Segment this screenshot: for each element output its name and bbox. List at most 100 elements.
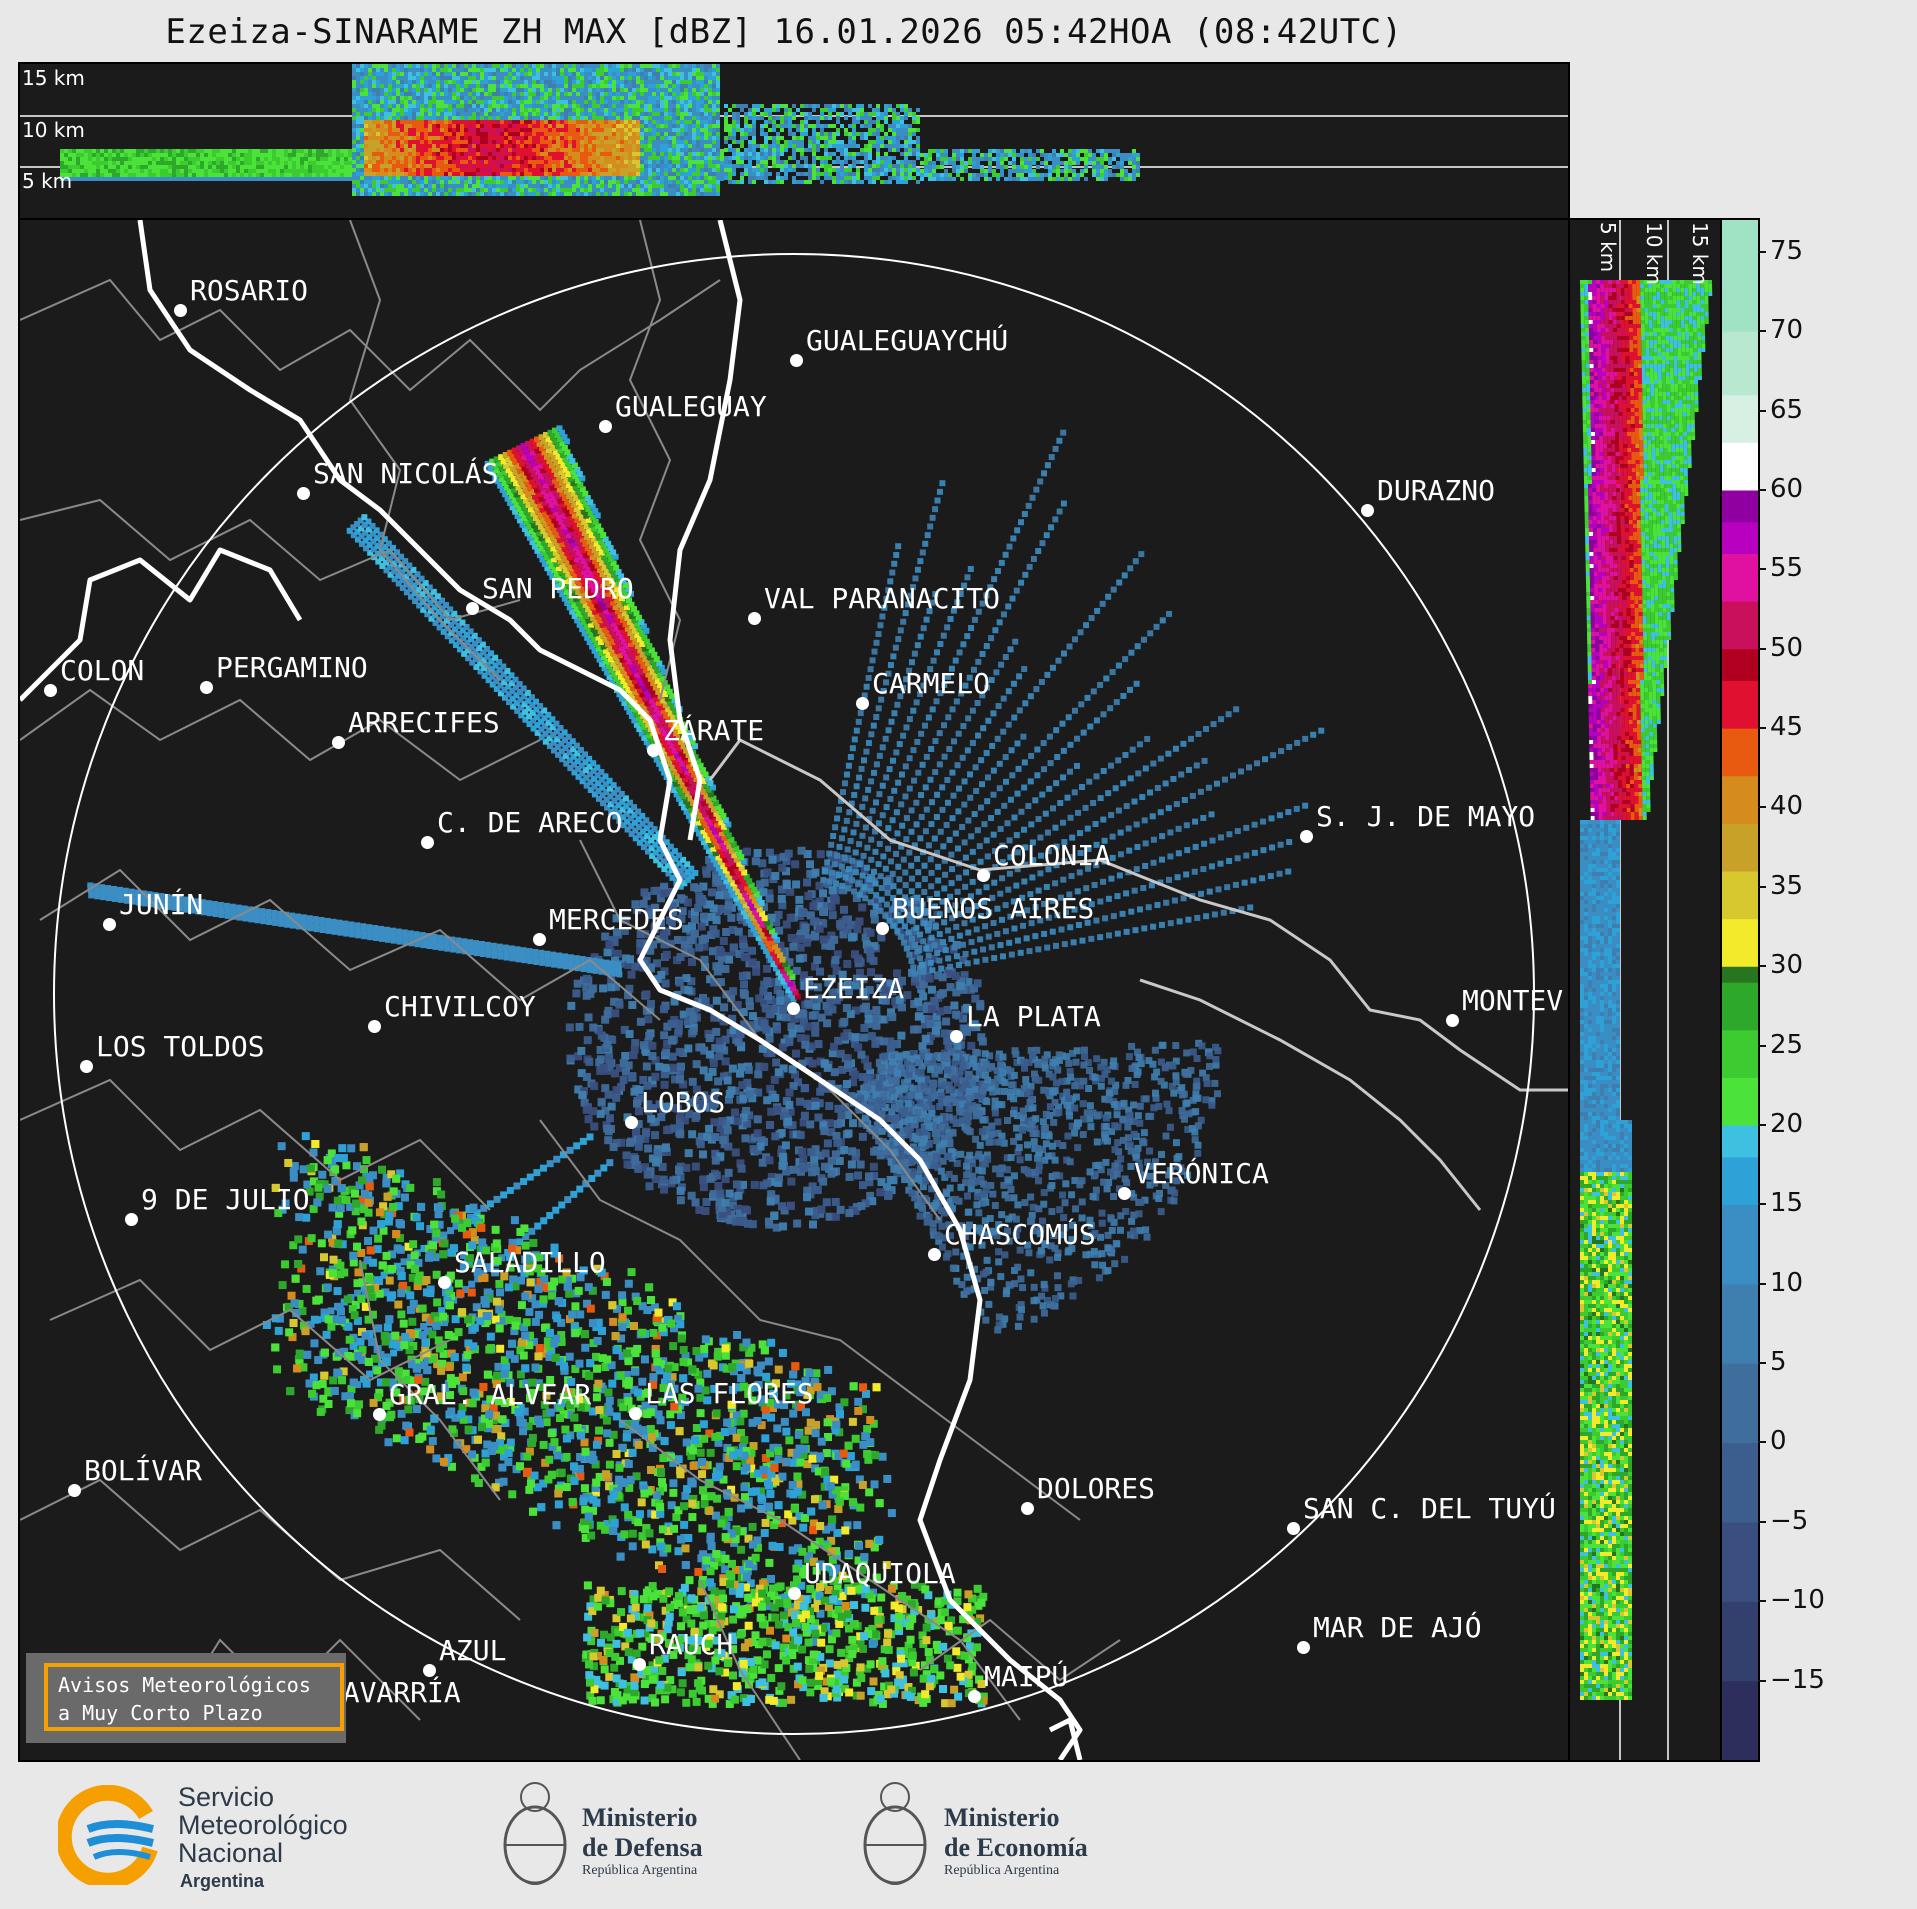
avisos-badge[interactable]: Avisos Meteorológicos a Muy Corto Plazo bbox=[26, 1653, 346, 1743]
colorbar-tick-label: 70 bbox=[1770, 315, 1804, 346]
colorbar-tick-label: 75 bbox=[1770, 235, 1804, 266]
city-dot-icon bbox=[625, 1116, 638, 1129]
city-label: EZEIZA bbox=[803, 972, 905, 1005]
city-dot-icon bbox=[748, 612, 761, 625]
colorbar-tick bbox=[1758, 1044, 1766, 1047]
city-dot-icon bbox=[1297, 1641, 1310, 1654]
defensa-name: Ministerio de Defensa República Argentin… bbox=[582, 1803, 703, 1879]
city-label: VERÓNICA bbox=[1134, 1157, 1269, 1190]
defensa-line1: Ministerio bbox=[582, 1803, 698, 1832]
side-cross-section-echoes bbox=[1580, 220, 1713, 1760]
city-dot-icon bbox=[1300, 830, 1313, 843]
top-level-5km: 5 km bbox=[22, 169, 73, 193]
top-level-15km: 15 km bbox=[22, 66, 85, 90]
city-label: RAUCH bbox=[649, 1628, 734, 1661]
defensa-line3: República Argentina bbox=[582, 1863, 698, 1878]
city-dot-icon bbox=[297, 487, 310, 500]
city-label: 9 DE JULIO bbox=[141, 1183, 310, 1216]
colorbar-tick-label: 40 bbox=[1770, 791, 1804, 822]
colorbar-tick-label: 30 bbox=[1770, 950, 1804, 981]
city-dot-icon bbox=[438, 1276, 451, 1289]
colorbar-tick bbox=[1758, 1441, 1766, 1444]
city-dot-icon bbox=[876, 922, 889, 935]
colorbar bbox=[1720, 218, 1760, 1762]
city-label: MONTEV bbox=[1462, 984, 1564, 1017]
city-dot-icon bbox=[466, 602, 479, 615]
colorbar-tick bbox=[1758, 1282, 1766, 1285]
city-label: SAN C. DEL TUYÚ bbox=[1303, 1492, 1556, 1525]
side-level-15km: 15 km bbox=[1688, 222, 1712, 285]
city-label: ZÁRATE bbox=[663, 714, 765, 747]
top-cross-section: 15 km 10 km 5 km bbox=[18, 62, 1570, 220]
city-dot-icon bbox=[423, 1664, 436, 1677]
city-label: LOS TOLDOS bbox=[96, 1030, 265, 1063]
smn-emblem-icon bbox=[58, 1785, 158, 1885]
city-dot-icon bbox=[977, 869, 990, 882]
city-label: SAN PEDRO bbox=[482, 572, 634, 605]
colorbar-tick-label: 50 bbox=[1770, 632, 1804, 663]
colorbar-tick bbox=[1758, 1600, 1766, 1603]
city-dot-icon bbox=[332, 736, 345, 749]
city-label: DURAZNO bbox=[1377, 474, 1496, 507]
colorbar-tick-label: 55 bbox=[1770, 553, 1804, 584]
city-label: BUENOS AIRES bbox=[892, 892, 1095, 925]
city-label: MERCEDES bbox=[549, 903, 684, 936]
city-dot-icon bbox=[200, 681, 213, 694]
city-label: CHASCOMÚS bbox=[944, 1218, 1096, 1251]
economia-emblem-icon bbox=[855, 1775, 935, 1895]
city-label: GUALEGUAYCHÚ bbox=[806, 324, 1009, 357]
radar-echoes bbox=[87, 425, 1325, 1708]
city-dot-icon bbox=[125, 1213, 138, 1226]
smn-line4: Argentina bbox=[180, 1871, 265, 1891]
colorbar-tick bbox=[1758, 1123, 1766, 1126]
city-dot-icon bbox=[1361, 504, 1374, 517]
colorbar-tick-label: 20 bbox=[1770, 1108, 1804, 1139]
economia-line3: República Argentina bbox=[944, 1863, 1060, 1878]
smn-line2: Meteorológico bbox=[178, 1810, 348, 1840]
smn-name: Servicio Meteorológico Nacional Argentin… bbox=[178, 1783, 348, 1895]
economia-line2: de Economía bbox=[944, 1833, 1088, 1862]
city-label: SAN NICOLÁS bbox=[313, 457, 499, 490]
city-label: ARRECIFES bbox=[348, 706, 500, 739]
colorbar-tick-label: 15 bbox=[1770, 1188, 1804, 1219]
colorbar-tick-label: −10 bbox=[1770, 1585, 1825, 1616]
city-dot-icon bbox=[928, 1248, 941, 1261]
side-level-5km: 5 km bbox=[1596, 222, 1620, 273]
avisos-line1: Avisos Meteorológicos bbox=[58, 1673, 311, 1697]
city-dot-icon bbox=[629, 1407, 642, 1420]
city-dot-icon bbox=[80, 1060, 93, 1073]
radar-map-canvas bbox=[20, 220, 1568, 1760]
colorbar-tick-label: 35 bbox=[1770, 870, 1804, 901]
defensa-emblem-icon bbox=[495, 1775, 575, 1895]
city-label: PERGAMINO bbox=[216, 651, 368, 684]
colorbar-tick bbox=[1758, 1679, 1766, 1682]
colorbar-tick bbox=[1758, 806, 1766, 809]
city-dot-icon bbox=[103, 918, 116, 931]
city-label: CHIVILCOY bbox=[384, 990, 536, 1023]
city-label: VAL PARANACITO bbox=[764, 582, 1001, 615]
city-dot-icon bbox=[787, 1002, 800, 1015]
city-dot-icon bbox=[44, 684, 57, 697]
colorbar-tick-label: 25 bbox=[1770, 1029, 1804, 1060]
city-dot-icon bbox=[790, 354, 803, 367]
colorbar-tick bbox=[1758, 647, 1766, 650]
colorbar-tick-label: 10 bbox=[1770, 1267, 1804, 1298]
city-dot-icon bbox=[1021, 1502, 1034, 1515]
city-label: GRAL. ALVEAR bbox=[389, 1378, 592, 1411]
city-label: COLONIA bbox=[993, 839, 1112, 872]
colorbar-tick-label: 5 bbox=[1770, 1347, 1787, 1378]
city-label: COLON bbox=[60, 654, 145, 687]
colorbar-tick-label: 65 bbox=[1770, 394, 1804, 425]
city-label: UDAQUIOLA bbox=[804, 1557, 956, 1590]
colorbar-tick bbox=[1758, 727, 1766, 730]
city-dot-icon bbox=[647, 744, 660, 757]
city-dot-icon bbox=[1118, 1187, 1131, 1200]
city-dot-icon bbox=[788, 1587, 801, 1600]
colorbar-tick-label: −15 bbox=[1770, 1664, 1825, 1695]
city-label: CARMELO bbox=[872, 667, 991, 700]
city-label: MAR DE AJÓ bbox=[1313, 1611, 1482, 1644]
side-level-10km: 10 km bbox=[1642, 222, 1666, 285]
defensa-line2: de Defensa bbox=[582, 1833, 703, 1862]
city-dot-icon bbox=[968, 1690, 981, 1703]
smn-line3: Nacional bbox=[178, 1838, 284, 1868]
